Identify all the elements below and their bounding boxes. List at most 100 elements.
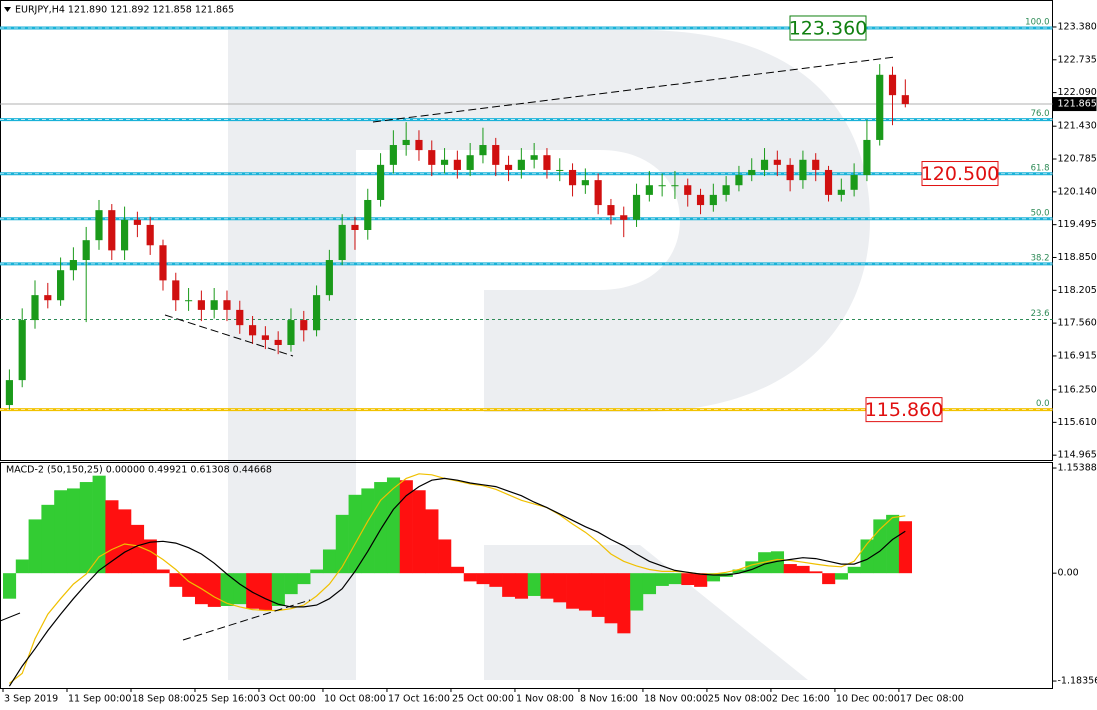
- y-tick-label: 122.735: [1058, 54, 1097, 65]
- candle-body: [31, 295, 39, 321]
- x-tick-label: 1 Nov 08:00: [516, 694, 574, 705]
- macd-bar: [630, 573, 644, 611]
- macd-bar: [796, 565, 810, 574]
- candle-body: [620, 215, 628, 220]
- price-annotation: 115.860: [865, 399, 944, 421]
- x-tick-label: 10 Oct 08:00: [324, 694, 386, 705]
- x-tick-label: 10 Dec 00:00: [836, 694, 900, 705]
- candle-body: [338, 224, 346, 261]
- macd-bar: [79, 482, 93, 574]
- candle-body: [517, 159, 525, 170]
- macd-bar: [566, 573, 580, 609]
- macd-bar: [297, 573, 311, 585]
- candle-body: [184, 300, 193, 302]
- candle-body: [658, 185, 666, 187]
- candle-body: [133, 219, 141, 225]
- candle-body: [632, 194, 641, 220]
- macd-bar: [898, 521, 913, 574]
- candle-body: [300, 320, 308, 331]
- fib-label: 50.0: [1031, 208, 1050, 218]
- macd-bar: [143, 539, 157, 574]
- candle-body: [594, 180, 602, 206]
- y-tick-label: 0.00: [1058, 568, 1079, 579]
- x-tick-label: 11 Sep 00:00: [68, 694, 131, 705]
- candle-body: [504, 164, 513, 170]
- macd-frame: [0, 462, 1053, 689]
- candle-body: [82, 240, 90, 261]
- last-price-box: [1052, 97, 1097, 112]
- macd-bar: [668, 573, 682, 585]
- trend-line: [0, 612, 21, 622]
- candle-body: [274, 339, 282, 345]
- x-tick-label: 3 Oct 00:00: [260, 694, 316, 705]
- macd-bar: [450, 566, 465, 574]
- y-tick-label: 120.140: [1058, 186, 1097, 197]
- y-tick-label: 116.250: [1058, 384, 1097, 395]
- candle-body: [607, 205, 615, 216]
- macd-bar: [361, 488, 375, 574]
- macd-bar: [694, 573, 708, 587]
- macd-bar: [233, 573, 247, 605]
- candle-body: [236, 309, 244, 326]
- signal-line: [9, 473, 906, 684]
- y-tick-label: 118.205: [1058, 285, 1097, 296]
- macd-pane: [3, 473, 913, 687]
- candle-body: [696, 194, 705, 206]
- candle-body: [389, 145, 397, 165]
- macd-bar: [681, 573, 695, 586]
- candle-body: [172, 280, 180, 301]
- macd-title: MACD-2 (50,150,25) 0.00000 0.49921 0.613…: [6, 465, 272, 476]
- y-tick-label: 122.090: [1058, 87, 1097, 98]
- trend-line: [164, 314, 294, 357]
- candle-body: [18, 320, 26, 381]
- macd-bar: [92, 475, 106, 574]
- candle-body: [287, 320, 295, 345]
- main-line: [8, 477, 906, 687]
- fib-label: 38.2: [1031, 253, 1050, 263]
- watermark-bowl: [356, 30, 870, 412]
- candle-body: [57, 270, 65, 301]
- macd-bar: [130, 524, 145, 574]
- candle-body: [735, 175, 743, 186]
- y-tick-label: 114.965: [1058, 450, 1097, 461]
- candle-body: [556, 169, 564, 171]
- macd-bar: [822, 573, 836, 585]
- price-annotation-box: [921, 161, 999, 187]
- candle-body: [581, 180, 589, 186]
- macd-bar: [617, 573, 631, 634]
- fib-label: 61.8: [1031, 163, 1050, 173]
- macd-bar: [118, 509, 132, 574]
- macd-bar: [438, 539, 452, 574]
- macd-bar: [156, 569, 170, 574]
- candle-body: [748, 169, 756, 176]
- y-tick-label: 123.380: [1058, 21, 1097, 32]
- candle-body: [799, 159, 807, 181]
- candle-body: [376, 164, 385, 200]
- macd-bar: [514, 573, 529, 599]
- candle-body: [479, 145, 487, 156]
- candle-body: [428, 150, 436, 165]
- candle-body: [261, 335, 269, 340]
- candle-body: [223, 300, 231, 310]
- candle-body: [415, 139, 423, 151]
- macd-bar: [540, 573, 554, 599]
- macd-bar: [66, 488, 81, 574]
- y-tick-label: 1.15388: [1058, 463, 1097, 474]
- y-tick-label: 115.610: [1058, 417, 1097, 428]
- macd-bar: [809, 571, 823, 574]
- last-price-label: 121.865: [1058, 99, 1097, 110]
- candle-body: [568, 169, 577, 186]
- y-tick-label: 121.430: [1058, 121, 1097, 132]
- trend-line: [372, 56, 896, 123]
- candle-body: [812, 159, 820, 170]
- y-tick-label: 116.915: [1058, 350, 1097, 361]
- macd-bar: [476, 573, 490, 585]
- macd-bar: [886, 514, 900, 574]
- price-annotation-box: [789, 15, 867, 41]
- candle-body: [146, 224, 154, 246]
- macd-bar: [655, 573, 669, 586]
- macd-bar: [220, 573, 234, 606]
- macd-bar: [246, 573, 260, 609]
- candle-body: [901, 95, 909, 105]
- candle-body: [709, 194, 717, 206]
